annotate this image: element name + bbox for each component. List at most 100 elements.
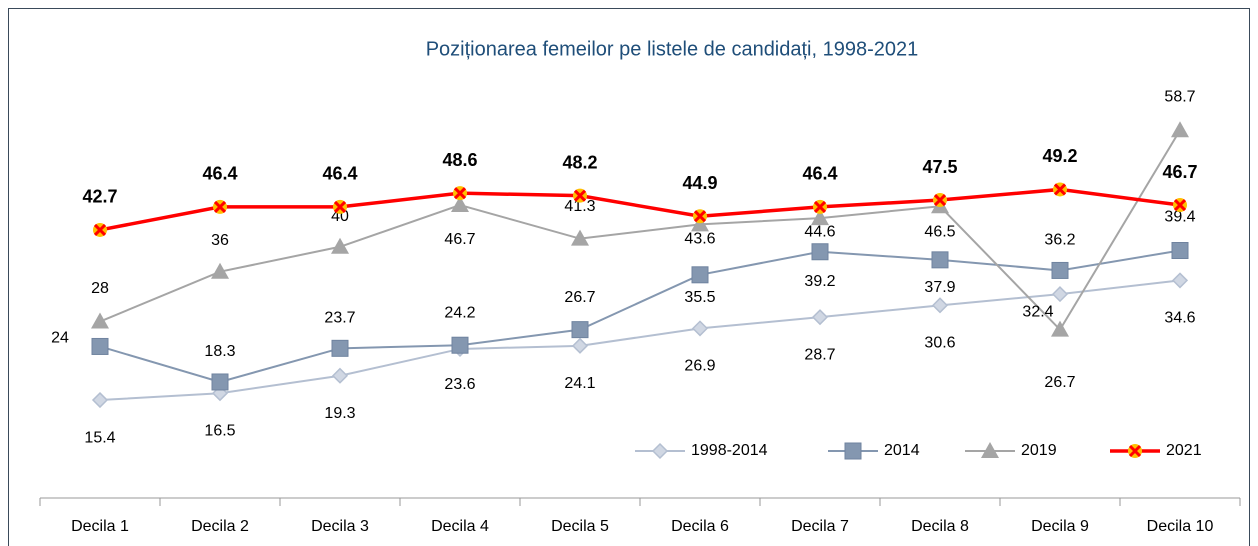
marker [1128, 444, 1142, 458]
marker [691, 266, 709, 284]
data-label: 48.6 [442, 150, 477, 170]
data-label: 47.5 [922, 157, 957, 177]
marker [813, 199, 827, 214]
marker [571, 321, 589, 339]
legend-label: 1998-2014 [691, 442, 768, 459]
marker [811, 243, 829, 261]
marker-x [1128, 444, 1142, 458]
series-line [99, 187, 1181, 232]
x-tick-label: Decila 2 [191, 518, 249, 535]
marker-x [693, 210, 707, 223]
marker [93, 222, 107, 237]
x-tick-label: Decila 6 [671, 518, 729, 535]
marker [933, 193, 947, 208]
marker [1053, 182, 1067, 197]
marker [693, 209, 707, 224]
marker [811, 309, 829, 326]
marker [1171, 121, 1189, 138]
marker [211, 373, 229, 391]
data-label: 24.2 [444, 304, 475, 321]
x-tick-label: Decila 1 [71, 518, 129, 535]
data-label: 26.7 [1044, 374, 1075, 391]
marker [651, 442, 669, 460]
series-line [99, 129, 1181, 332]
data-label: 46.4 [202, 164, 237, 184]
marker [91, 312, 109, 329]
marker-x [573, 189, 587, 202]
data-label: 41.3 [564, 198, 595, 215]
marker [331, 367, 349, 384]
marker [691, 320, 709, 337]
data-label: 28.7 [804, 346, 835, 363]
data-label: 42.7 [82, 187, 117, 207]
data-label: 35.5 [684, 289, 715, 306]
data-label: 15.4 [84, 429, 115, 446]
data-label: 23.7 [324, 310, 355, 327]
data-label: 26.9 [684, 358, 715, 375]
data-label: 43.6 [684, 231, 715, 248]
marker [331, 237, 349, 254]
marker [571, 229, 589, 246]
x-tick-label: Decila 8 [911, 518, 969, 535]
data-label: 16.5 [204, 422, 235, 439]
legend-label: 2014 [884, 442, 920, 459]
data-label: 46.7 [1162, 162, 1197, 182]
data-label: 32.4 [1022, 303, 1053, 320]
data-label: 39.2 [804, 273, 835, 290]
marker [981, 442, 999, 458]
marker [573, 188, 587, 203]
data-label: 46.4 [802, 164, 837, 184]
marker [844, 442, 862, 460]
marker [333, 199, 347, 214]
marker [331, 339, 349, 357]
marker [211, 262, 229, 279]
marker [211, 385, 229, 402]
data-label: 37.9 [924, 279, 955, 296]
x-tick-label: Decila 3 [311, 518, 369, 535]
series-line [99, 279, 1181, 402]
data-label: 36 [211, 232, 229, 249]
data-label: 24.1 [564, 375, 595, 392]
legend-label: 2019 [1021, 442, 1057, 459]
data-label: 23.6 [444, 376, 475, 393]
marker [1171, 242, 1189, 260]
marker-x [813, 200, 827, 213]
x-tick-label: Decila 9 [1031, 518, 1089, 535]
marker [1173, 198, 1187, 213]
marker-x [453, 187, 467, 200]
marker-x [333, 200, 347, 213]
marker [91, 337, 109, 355]
marker [1171, 272, 1189, 289]
legend-label: 2021 [1166, 442, 1202, 459]
data-label: 46.5 [924, 223, 955, 240]
data-label: 58.7 [1164, 88, 1195, 105]
marker [691, 215, 709, 232]
data-label: 46.4 [322, 164, 357, 184]
series-line [99, 249, 1181, 384]
data-label: 46.7 [444, 231, 475, 248]
marker [453, 186, 467, 201]
data-label: 18.3 [204, 343, 235, 360]
marker [1051, 320, 1069, 337]
data-label: 24 [51, 330, 69, 347]
marker [451, 336, 469, 354]
data-label: 44.6 [804, 223, 835, 240]
chart-title: Poziționarea femeilor pe listele de cand… [426, 38, 919, 60]
x-tick-label: Decila 5 [551, 518, 609, 535]
data-label: 39.4 [1164, 209, 1195, 226]
data-label: 26.7 [564, 289, 595, 306]
marker-x [1053, 183, 1067, 196]
data-label: 36.2 [1044, 232, 1075, 249]
data-label: 28 [91, 280, 109, 297]
marker [571, 337, 589, 354]
marker [213, 199, 227, 214]
x-tick-label: Decila 4 [431, 518, 489, 535]
data-label: 30.6 [924, 335, 955, 352]
data-label: 48.2 [562, 152, 597, 172]
marker-x [1173, 198, 1187, 212]
x-tick-label: Decila 10 [1147, 518, 1214, 535]
marker [931, 297, 949, 314]
marker-x [213, 200, 227, 213]
marker [1051, 261, 1069, 279]
